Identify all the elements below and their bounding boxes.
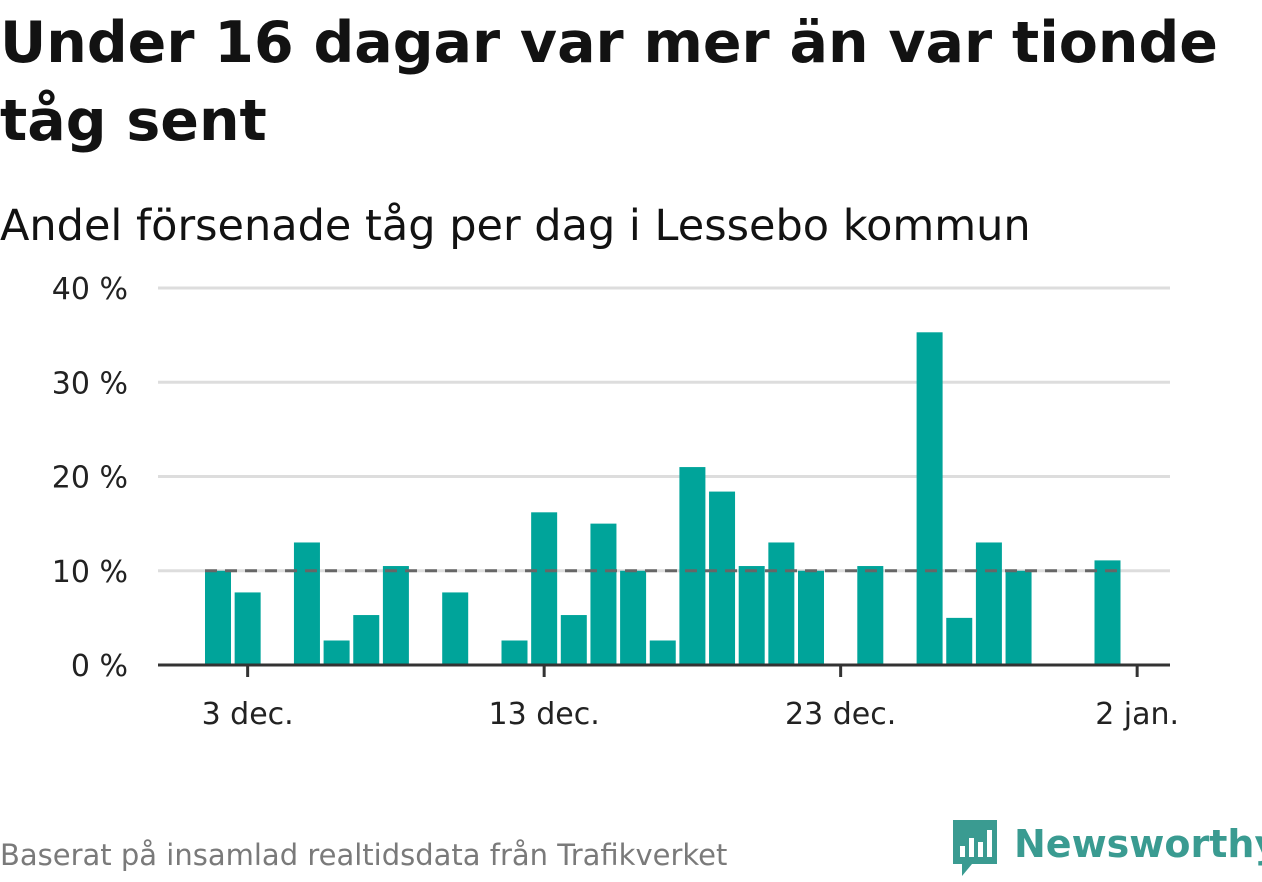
bar — [1005, 570, 1032, 665]
bar — [679, 467, 706, 665]
bar — [234, 592, 261, 665]
bar — [501, 640, 528, 665]
bar — [531, 512, 558, 665]
bar — [946, 617, 973, 665]
bar — [798, 570, 824, 665]
chart-subtitle: Andel försenade tåg per dag i Lessebo ko… — [0, 201, 1031, 251]
bar — [323, 640, 350, 665]
y-tick-label: 20 % — [52, 461, 128, 496]
y-tick-labels: 0 % 10 % 20 % 30 % 40 % — [52, 272, 128, 684]
x-tick-label: 13 dec. — [489, 697, 600, 732]
bar — [293, 542, 320, 665]
newsworthy-brand[interactable]: Newsworthy — [950, 818, 1262, 878]
y-tick-label: 40 % — [52, 272, 128, 307]
source-note: Baserat på insamlad realtidsdata från Tr… — [0, 838, 728, 872]
y-tick-label: 0 % — [71, 649, 128, 684]
bar-chart: 0 % 10 % 20 % 30 % 40 % 3 dec. 13 dec. 23 dec.… — [52, 272, 1180, 732]
bar — [975, 542, 1002, 665]
newsworthy-logo-icon — [950, 818, 1000, 882]
chart-title: Under 16 dagar var mer än var tionde tåg… — [0, 10, 1218, 154]
bar — [353, 615, 380, 665]
bar — [590, 523, 617, 665]
bar — [382, 566, 409, 665]
grid-lines — [158, 286, 1170, 573]
x-axis — [158, 663, 1170, 677]
bar — [1094, 560, 1121, 665]
bar — [916, 332, 943, 665]
x-tick-labels: 3 dec. 13 dec. 23 dec. 2 jan. — [202, 697, 1180, 732]
bar — [205, 570, 231, 665]
y-tick-label: 10 % — [52, 555, 128, 590]
bar — [738, 566, 765, 665]
newsworthy-wordmark: Newsworthy — [1014, 822, 1262, 866]
bar — [442, 592, 469, 665]
x-tick-label: 3 dec. — [202, 697, 294, 732]
bar — [857, 566, 884, 665]
y-tick-label: 30 % — [52, 366, 128, 401]
bars — [205, 332, 1121, 665]
bar — [768, 542, 795, 665]
bar — [560, 615, 587, 665]
x-tick-label: 23 dec. — [785, 697, 896, 732]
bar — [709, 491, 736, 665]
x-tick-label: 2 jan. — [1095, 697, 1179, 732]
bar — [620, 570, 647, 665]
bar — [649, 640, 676, 665]
